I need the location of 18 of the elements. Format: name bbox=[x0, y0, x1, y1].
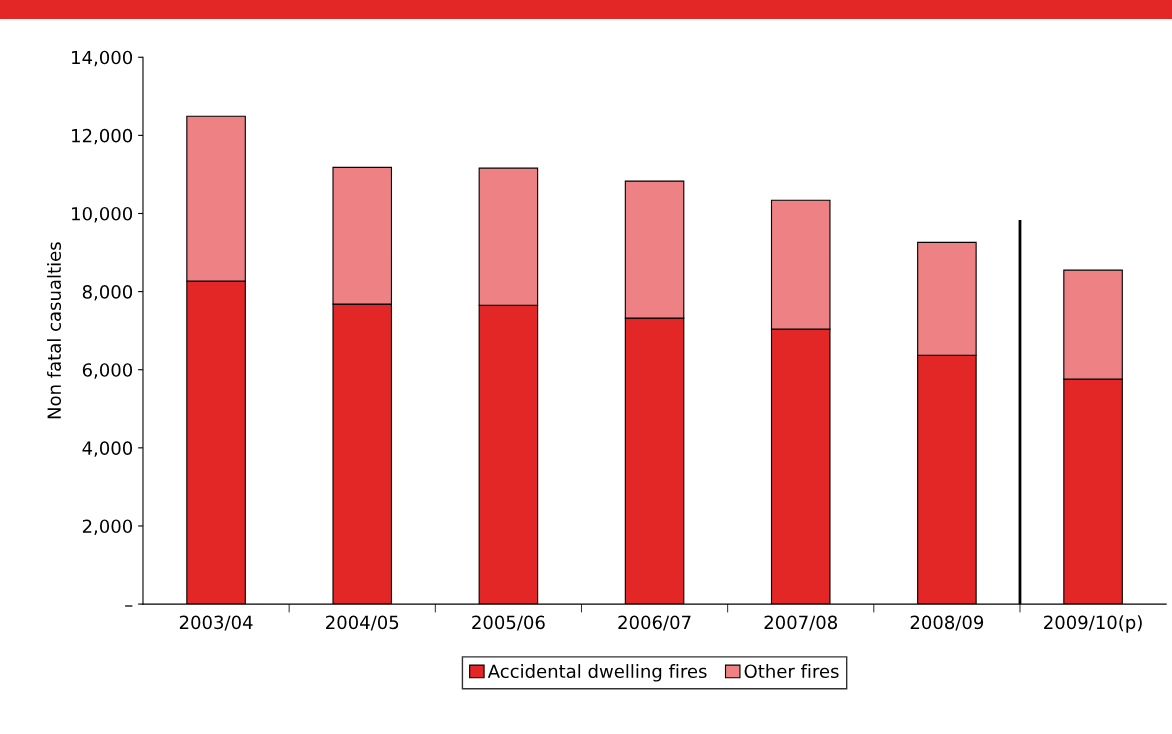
x-tick-label: 2005/06 bbox=[472, 615, 545, 631]
y-axis-title: Non fatal casualties bbox=[47, 242, 62, 419]
x-tick-label: 2009/10(p) bbox=[1044, 615, 1142, 633]
legend-label: Other fires bbox=[744, 664, 839, 679]
y-tick-label: 14,000 bbox=[72, 50, 133, 67]
legend-label: Accidental dwelling fires bbox=[487, 664, 707, 682]
y-tick-label: 10,000 bbox=[72, 206, 133, 223]
x-tick-label: 2008/09 bbox=[910, 615, 984, 631]
x-tick-label: 2003/04 bbox=[179, 615, 253, 631]
y-tick-label: 2,000 bbox=[82, 519, 133, 535]
x-tick-label: 2006/07 bbox=[618, 615, 691, 631]
y-tick-label: 8,000 bbox=[82, 285, 133, 301]
x-tick-label: 2007/08 bbox=[764, 615, 837, 631]
y-tick-label: 6,000 bbox=[82, 363, 133, 379]
y-tick-label: 4,000 bbox=[82, 441, 133, 457]
x-tick-label: 2004/05 bbox=[326, 615, 399, 631]
y-tick-label: 12,000 bbox=[72, 128, 133, 145]
y-tick-label: – bbox=[125, 605, 133, 607]
